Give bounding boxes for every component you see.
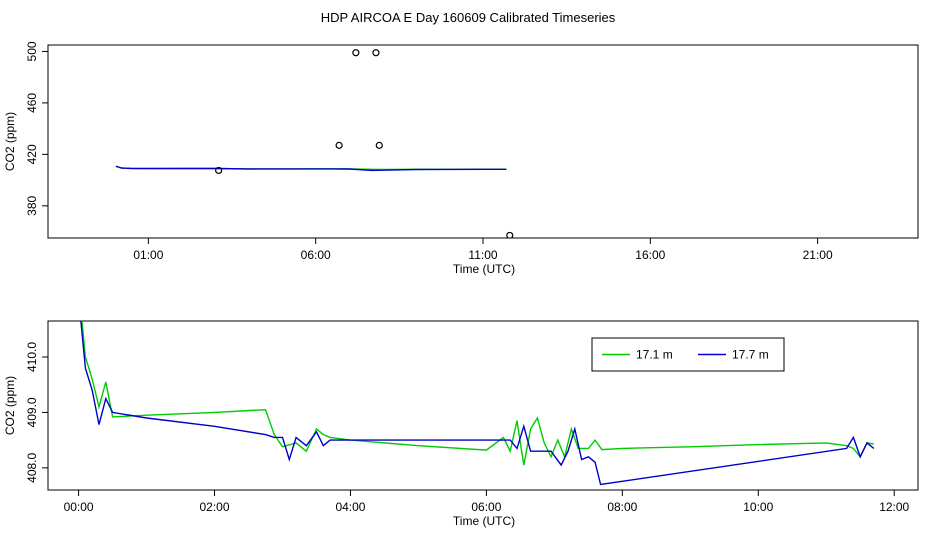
x-tick-label: 21:00	[803, 248, 833, 262]
plot-frame	[47, 44, 919, 239]
outlier-point	[506, 231, 514, 238]
legend-label: 17.7 m	[732, 348, 769, 362]
x-tick-label: 16:00	[635, 248, 665, 262]
bottom-panel: 00:00 02:00 04:00 06:00 08:00 10:00 12:00 408.0…	[3, 320, 919, 528]
x-tick-label: 00:00	[64, 500, 94, 514]
x-tick-label: 08:00	[607, 500, 637, 514]
x-tick-label: 10:00	[743, 500, 773, 514]
x-tick-label: 04:00	[335, 500, 365, 514]
x-tick-label: 11:00	[468, 248, 497, 262]
y-tick-label: 420	[25, 144, 39, 164]
series-line-1	[81, 321, 874, 466]
legend: 17.1 m 17.7 m	[591, 337, 785, 372]
series-line-2	[115, 165, 507, 172]
y-tick-label: 408.0	[25, 452, 39, 482]
outlier-point	[375, 141, 383, 149]
y-axis-label: CO2 (ppm)	[3, 112, 17, 171]
y-tick-label: 380	[25, 196, 39, 216]
series-line-2	[80, 321, 875, 486]
outlier-point	[335, 141, 343, 149]
outlier-point	[352, 49, 360, 57]
outlier-point	[215, 166, 223, 175]
y-tick-label: 409.0	[25, 397, 39, 427]
x-tick-label: 01:00	[133, 248, 163, 262]
y-tick-label: 410.0	[25, 342, 39, 372]
top-panel: 01:00 06:00 11:00 16:00 21:00 380 420 460 500 Tim…	[3, 41, 919, 276]
chart-title: HDP AIRCOA E Day 160609 Calibrated Times…	[321, 10, 616, 25]
y-tick-label: 500	[25, 41, 39, 61]
y-tick-label: 460	[25, 93, 39, 113]
plot-frame	[47, 320, 919, 491]
legend-label: 17.1 m	[636, 348, 673, 362]
x-tick-label: 12:00	[879, 500, 909, 514]
outlier-point	[372, 49, 380, 57]
x-tick-label: 06:00	[471, 500, 501, 514]
x-tick-label: 02:00	[200, 500, 230, 514]
y-axis-label: CO2 (ppm)	[3, 376, 17, 435]
x-axis-label: Time (UTC)	[453, 262, 515, 276]
x-tick-label: 06:00	[301, 248, 331, 262]
x-axis-label: Time (UTC)	[453, 514, 515, 528]
